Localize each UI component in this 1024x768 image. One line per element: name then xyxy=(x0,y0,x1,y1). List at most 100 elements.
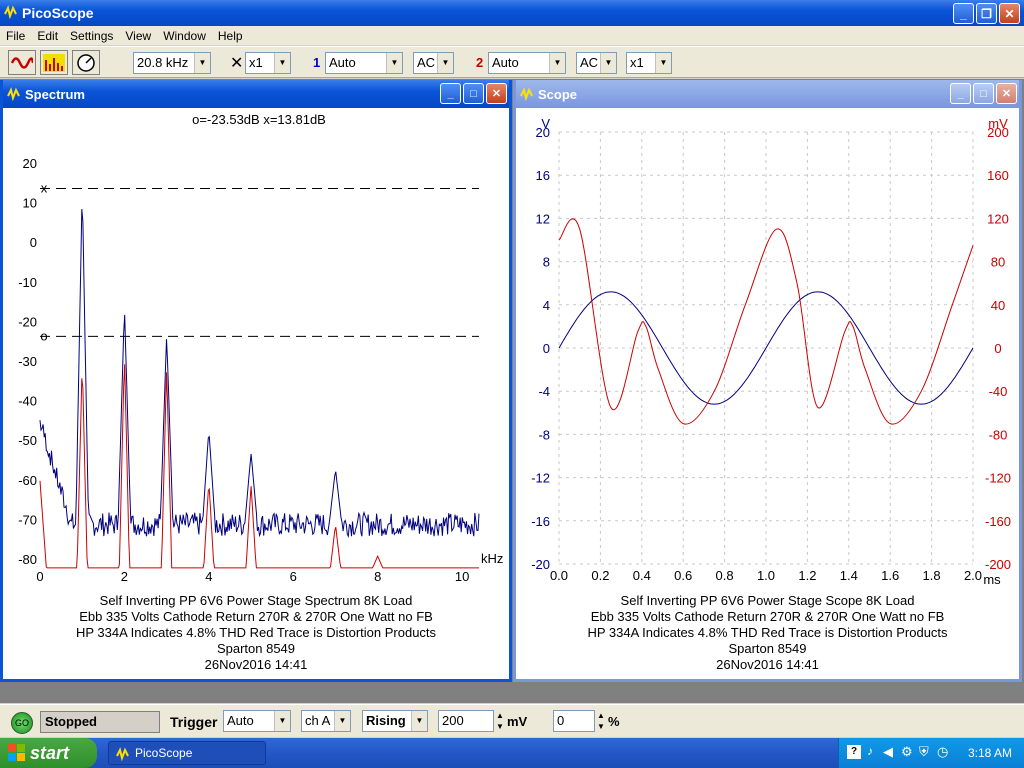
channel-b-multiplier-select[interactable]: x1 ▼ xyxy=(626,52,672,74)
app-title: PicoScope xyxy=(22,5,94,21)
toolbar: 20.8 kHz ▼ ✕ x1 ▼ 1 Auto ▼ AC ▼ 2 Auto ▼ AC ▼ … xyxy=(0,46,1024,78)
system-tray: ? ♪ ◀ ⚙ ⛨ ◷ 3:18 AM xyxy=(838,738,1024,768)
pretrigger-spinner-icon[interactable]: ▲ ▼ xyxy=(597,711,605,731)
scope-plot[interactable]: 20 200 16 160 12 120 8 80 4 40 0 0 -4 -40 -8 -80 -12 -120… xyxy=(516,108,1019,679)
menu-window[interactable]: Window xyxy=(163,28,206,43)
channel-b-coupling-select[interactable]: AC ▼ xyxy=(576,52,617,74)
meter-view-icon[interactable] xyxy=(72,50,100,75)
x-tick-label: 0.2 xyxy=(591,568,609,583)
taskbar-item-picoscope[interactable]: PicoScope xyxy=(108,741,266,765)
spectrum-title: Spectrum xyxy=(25,86,85,102)
chevron-down-icon: ▼ xyxy=(274,53,290,73)
y-tick-label: -50 xyxy=(18,433,37,448)
y-tick-label: 20 xyxy=(23,156,37,171)
clock-icon[interactable]: ◷ xyxy=(937,744,949,759)
picoscope-icon xyxy=(4,5,17,19)
y-tick-label-right: 0 xyxy=(994,341,1001,356)
spectrum-trace-a xyxy=(39,209,480,539)
menu-view[interactable]: View xyxy=(125,28,152,43)
y-axis-label-right: mV xyxy=(988,116,1008,131)
scope-trace-a xyxy=(558,291,974,405)
scope-title-bar[interactable]: Scope _ □ ✕ xyxy=(516,80,1019,108)
maximize-icon[interactable]: □ xyxy=(973,83,994,104)
x-tick-label: 0.0 xyxy=(550,568,568,583)
close-icon[interactable]: ✕ xyxy=(999,3,1020,24)
scope-window[interactable]: Scope _ □ ✕ 20 200 16 160 12 120 8 80 4 40 0 0 -4 -40… xyxy=(513,80,1022,682)
menu-edit[interactable]: Edit xyxy=(37,28,59,43)
close-icon[interactable]: ✕ xyxy=(486,83,507,104)
y-tick-label-left: 12 xyxy=(536,211,550,226)
y-tick-label-right: -40 xyxy=(989,384,1008,399)
scope-trace-b xyxy=(558,218,974,425)
x-tick-label: 1.0 xyxy=(757,568,775,583)
channel-b-range-select[interactable]: Auto ▼ xyxy=(488,52,566,74)
network-icon[interactable]: ⚙ xyxy=(901,744,913,759)
start-label: start xyxy=(30,742,70,763)
y-tick-label: -20 xyxy=(18,314,37,329)
chevron-down-icon: ▼ xyxy=(386,53,402,73)
spectrum-plot[interactable]: o=-23.53dB x=13.81dB xo 20100-10-20-30-4… xyxy=(3,108,509,679)
minimize-icon[interactable]: _ xyxy=(950,83,971,104)
y-tick-label-right: -120 xyxy=(985,471,1011,486)
trigger-channel-select[interactable]: ch A ▼ xyxy=(301,710,351,732)
app-title-bar[interactable]: PicoScope _ ❐ ✕ xyxy=(0,0,1024,26)
picoscope-icon xyxy=(116,747,129,761)
x-multiplier-icon: ✕ xyxy=(230,55,244,72)
clock: 3:18 AM xyxy=(967,746,1012,760)
restore-icon[interactable]: ❐ xyxy=(976,3,997,24)
timebase-select[interactable]: 20.8 kHz ▼ xyxy=(133,52,211,74)
spectrum-title-bar[interactable]: Spectrum _ □ ✕ xyxy=(3,80,509,108)
chevron-down-icon: ▼ xyxy=(274,711,290,731)
chevron-down-icon: ▼ xyxy=(194,53,210,73)
menu-bar: File Edit Settings View Window Help xyxy=(0,26,1024,45)
x-tick-label: 0.6 xyxy=(674,568,692,583)
spectrum-trace-b xyxy=(39,364,479,569)
caption-line: HP 334A Indicates 4.8% THD Red Trace is … xyxy=(587,625,948,640)
minimize-icon[interactable]: _ xyxy=(440,83,461,104)
x-axis-label: kHz xyxy=(481,551,503,566)
trigger-mode-select[interactable]: Auto ▼ xyxy=(223,710,291,732)
pretrigger-input[interactable]: 0 xyxy=(553,710,595,732)
x-axis-label: ms xyxy=(983,572,1001,587)
back-icon[interactable]: ◀ xyxy=(883,744,893,759)
minimize-icon[interactable]: _ xyxy=(953,3,974,24)
y-tick-label: -30 xyxy=(18,354,37,369)
menu-help[interactable]: Help xyxy=(217,28,243,43)
trigger-level-input[interactable]: 200 xyxy=(438,710,494,732)
caption-line: HP 334A Indicates 4.8% THD Red Trace is … xyxy=(75,625,437,640)
scope-caption: Self Inverting PP 6V6 Power Stage Scope … xyxy=(516,593,1019,673)
x-tick-label: 4 xyxy=(205,569,212,584)
y-tick-label-left: -16 xyxy=(531,514,550,529)
shield-icon[interactable]: ⛨ xyxy=(919,744,929,759)
x-tick-label: 2 xyxy=(121,569,128,584)
taskbar: start PicoScope ? ♪ ◀ ⚙ ⛨ ◷ 3:18 AM xyxy=(0,738,1024,768)
close-icon[interactable]: ✕ xyxy=(996,83,1017,104)
channel-a-coupling-select[interactable]: AC ▼ xyxy=(413,52,454,74)
maximize-icon[interactable]: □ xyxy=(463,83,484,104)
channel-a-range-select[interactable]: Auto ▼ xyxy=(325,52,403,74)
caption-line: 26Nov2016 14:41 xyxy=(204,657,308,672)
marker-symbol: o xyxy=(40,328,47,343)
x-tick-label: 1.4 xyxy=(840,568,858,583)
scope-view-icon[interactable] xyxy=(8,50,36,75)
x-multiplier-select[interactable]: x1 ▼ xyxy=(245,52,291,74)
y-tick-label-left: -20 xyxy=(531,557,550,572)
caption-line: Ebb 335 Volts Cathode Return 270R & 270R… xyxy=(590,609,945,624)
caption-line: Ebb 335 Volts Cathode Return 270R & 270R… xyxy=(79,609,433,624)
level-spinner-icon[interactable]: ▲ ▼ xyxy=(496,711,504,731)
spectrum-view-icon[interactable] xyxy=(40,50,68,75)
speaker-icon[interactable]: ♪ xyxy=(867,744,873,758)
start-button[interactable]: start xyxy=(0,738,97,768)
go-button[interactable]: GO xyxy=(11,712,33,734)
y-tick-label-left: -12 xyxy=(531,471,550,486)
menu-settings[interactable]: Settings xyxy=(70,28,114,43)
spectrum-window[interactable]: Spectrum _ □ ✕ o=-23.53dB x=13.81dB x o 2… xyxy=(0,80,512,682)
channel-a-label: 1 xyxy=(313,55,321,70)
trigger-edge-select[interactable]: Rising ▼ xyxy=(362,710,428,732)
help-icon[interactable]: ? xyxy=(847,745,861,759)
caption-line: 26Nov2016 14:41 xyxy=(716,657,819,672)
menu-file[interactable]: File xyxy=(6,28,26,43)
y-tick-label-left: -4 xyxy=(538,384,550,399)
x-tick-label: 1.2 xyxy=(798,568,816,583)
x-tick-label: 6 xyxy=(290,569,297,584)
